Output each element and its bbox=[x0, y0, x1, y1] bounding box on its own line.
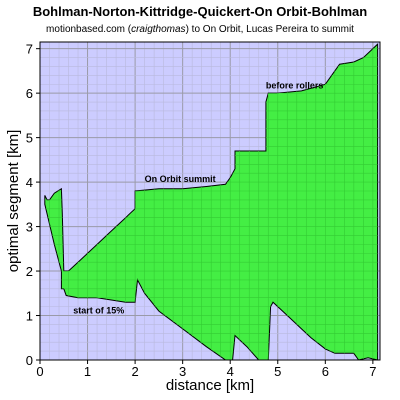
y-tick-label: 2 bbox=[26, 264, 33, 279]
x-tick-label: 1 bbox=[84, 364, 91, 379]
chart-title: Bohlman-Norton-Kittridge-Quickert-On Orb… bbox=[32, 4, 368, 19]
x-tick-label: 3 bbox=[179, 364, 186, 379]
annotation-label: start of 15% bbox=[73, 305, 124, 315]
x-tick-label: 7 bbox=[369, 364, 376, 379]
annotation-label: On Orbit summit bbox=[145, 174, 216, 184]
chart-subtitle: motionbased.com (craigthomas) to On Orbi… bbox=[0, 24, 400, 35]
subtitle-prefix: motionbased.com ( bbox=[46, 24, 132, 35]
subtitle-author: craigthomas bbox=[131, 24, 186, 35]
y-tick-label: 4 bbox=[26, 175, 33, 190]
x-tick-label: 6 bbox=[322, 364, 329, 379]
y-tick-label: 1 bbox=[26, 309, 33, 324]
subtitle-suffix: ) to On Orbit, Lucas Pereira to summit bbox=[185, 24, 354, 35]
x-axis-label: distance [km] bbox=[166, 377, 254, 394]
y-tick-label: 6 bbox=[26, 86, 33, 101]
x-tick-label: 4 bbox=[227, 364, 234, 379]
y-axis-label: optimal segment [km] bbox=[5, 130, 22, 273]
y-tick-label: 7 bbox=[26, 42, 33, 57]
annotations: On Orbit summit before rollers start of 15… bbox=[73, 81, 323, 316]
plot-frame bbox=[39, 41, 381, 361]
x-tick-label: 5 bbox=[274, 364, 281, 379]
annotation-label: before rollers bbox=[266, 81, 324, 91]
x-tick-label: 0 bbox=[36, 364, 43, 379]
y-tick-label: 3 bbox=[26, 220, 33, 235]
axis-ticks: 0 1 2 3 4 5 6 7 0 1 2 3 4 5 6 7 bbox=[26, 42, 377, 379]
x-tick-label: 2 bbox=[131, 364, 138, 379]
y-tick-label: 5 bbox=[26, 131, 33, 146]
y-tick-label: 0 bbox=[26, 353, 33, 368]
